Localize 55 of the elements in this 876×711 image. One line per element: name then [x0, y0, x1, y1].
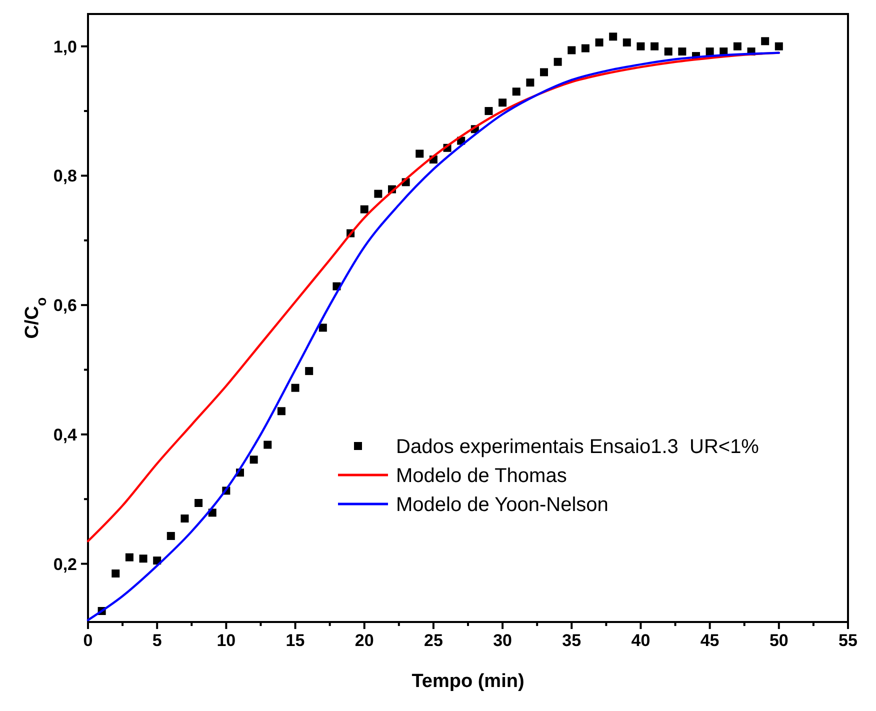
y-tick-label: 0,4 [53, 425, 78, 444]
legend-label: Dados experimentais Ensaio1.3 UR<1% [396, 436, 760, 458]
point [650, 42, 659, 50]
point [250, 456, 258, 464]
point [498, 98, 507, 107]
point [125, 553, 134, 562]
x-tick-label: 35 [562, 631, 582, 650]
point [733, 42, 742, 50]
x-tick-label: 45 [700, 631, 720, 650]
point [774, 42, 783, 50]
point [264, 440, 272, 449]
legend-label: Modelo de Thomas [396, 465, 567, 487]
point [540, 68, 548, 76]
point [554, 58, 562, 66]
point [622, 38, 631, 46]
point [484, 107, 493, 116]
point [360, 205, 368, 214]
point [291, 384, 300, 392]
x-axis-title: Tempo (min) [412, 671, 524, 692]
point [512, 88, 520, 96]
y-tick-label: 0,6 [53, 296, 77, 316]
x-tick-label: 0 [83, 631, 93, 650]
point [761, 37, 770, 46]
point [277, 407, 286, 416]
y-tick-label: 0,2 [53, 554, 77, 574]
point [526, 78, 534, 87]
point [568, 46, 576, 54]
point [112, 569, 120, 578]
point [664, 48, 672, 56]
point [416, 150, 424, 158]
x-tick-label: 55 [838, 631, 858, 650]
point [318, 324, 327, 332]
point [305, 367, 314, 376]
point [581, 44, 590, 52]
y-tick-label: 0,8 [53, 166, 77, 186]
x-tick-label: 25 [424, 631, 443, 650]
point [194, 498, 203, 507]
x-tick-label: 40 [631, 631, 650, 650]
point [180, 514, 189, 523]
y-tick-label: 1,0 [53, 37, 77, 56]
legend-label: Modelo de Yoon-Nelson [396, 494, 608, 516]
point [636, 42, 645, 50]
x-tick-label: 30 [493, 631, 512, 650]
point [595, 38, 604, 46]
x-tick-label: 5 [152, 631, 162, 650]
point [166, 532, 175, 540]
point [374, 190, 382, 198]
x-tick-label: 50 [769, 631, 788, 650]
x-tick-label: 20 [354, 631, 374, 650]
point [609, 32, 618, 41]
point [678, 48, 686, 56]
point [139, 554, 148, 563]
x-tick-label: 10 [216, 631, 236, 650]
x-tick-label: 15 [286, 631, 305, 650]
point [706, 48, 714, 56]
